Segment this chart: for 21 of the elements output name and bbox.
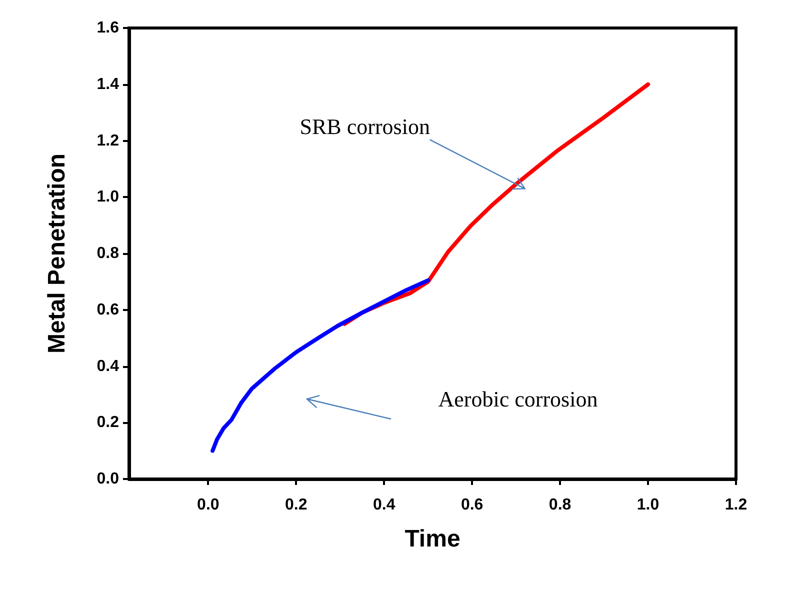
- y-tick-label: 1.0: [96, 188, 120, 206]
- y-tick-label: 1.4: [96, 76, 120, 93]
- y-tick-label: 0.6: [96, 301, 120, 318]
- y-axis-title: Metal Penetration: [44, 153, 70, 354]
- x-tick-label: 0.2: [285, 496, 308, 514]
- line-series: [210, 278, 430, 453]
- y-tick-label: 0.2: [96, 414, 120, 432]
- x-tick-label: 1.2: [724, 496, 748, 514]
- y-tick-label: 0.4: [96, 358, 120, 375]
- x-tick-label: 0.8: [548, 496, 572, 514]
- y-tick-label: 1.2: [96, 132, 120, 150]
- x-tick-label: 0.0: [197, 496, 220, 514]
- x-tick-label: 0.6: [460, 496, 484, 514]
- annotation: Aerobic corrosion: [438, 386, 598, 412]
- y-tick-label: 0.8: [96, 245, 120, 262]
- annotation: SRB corrosion: [300, 114, 430, 140]
- y-tick-label: 0.0: [96, 470, 120, 488]
- x-tick-label: 0.4: [372, 496, 396, 514]
- y-tick-label: 1.6: [96, 20, 120, 36]
- x-axis-title: Time: [404, 526, 460, 552]
- x-tick-label: 1.0: [636, 496, 660, 514]
